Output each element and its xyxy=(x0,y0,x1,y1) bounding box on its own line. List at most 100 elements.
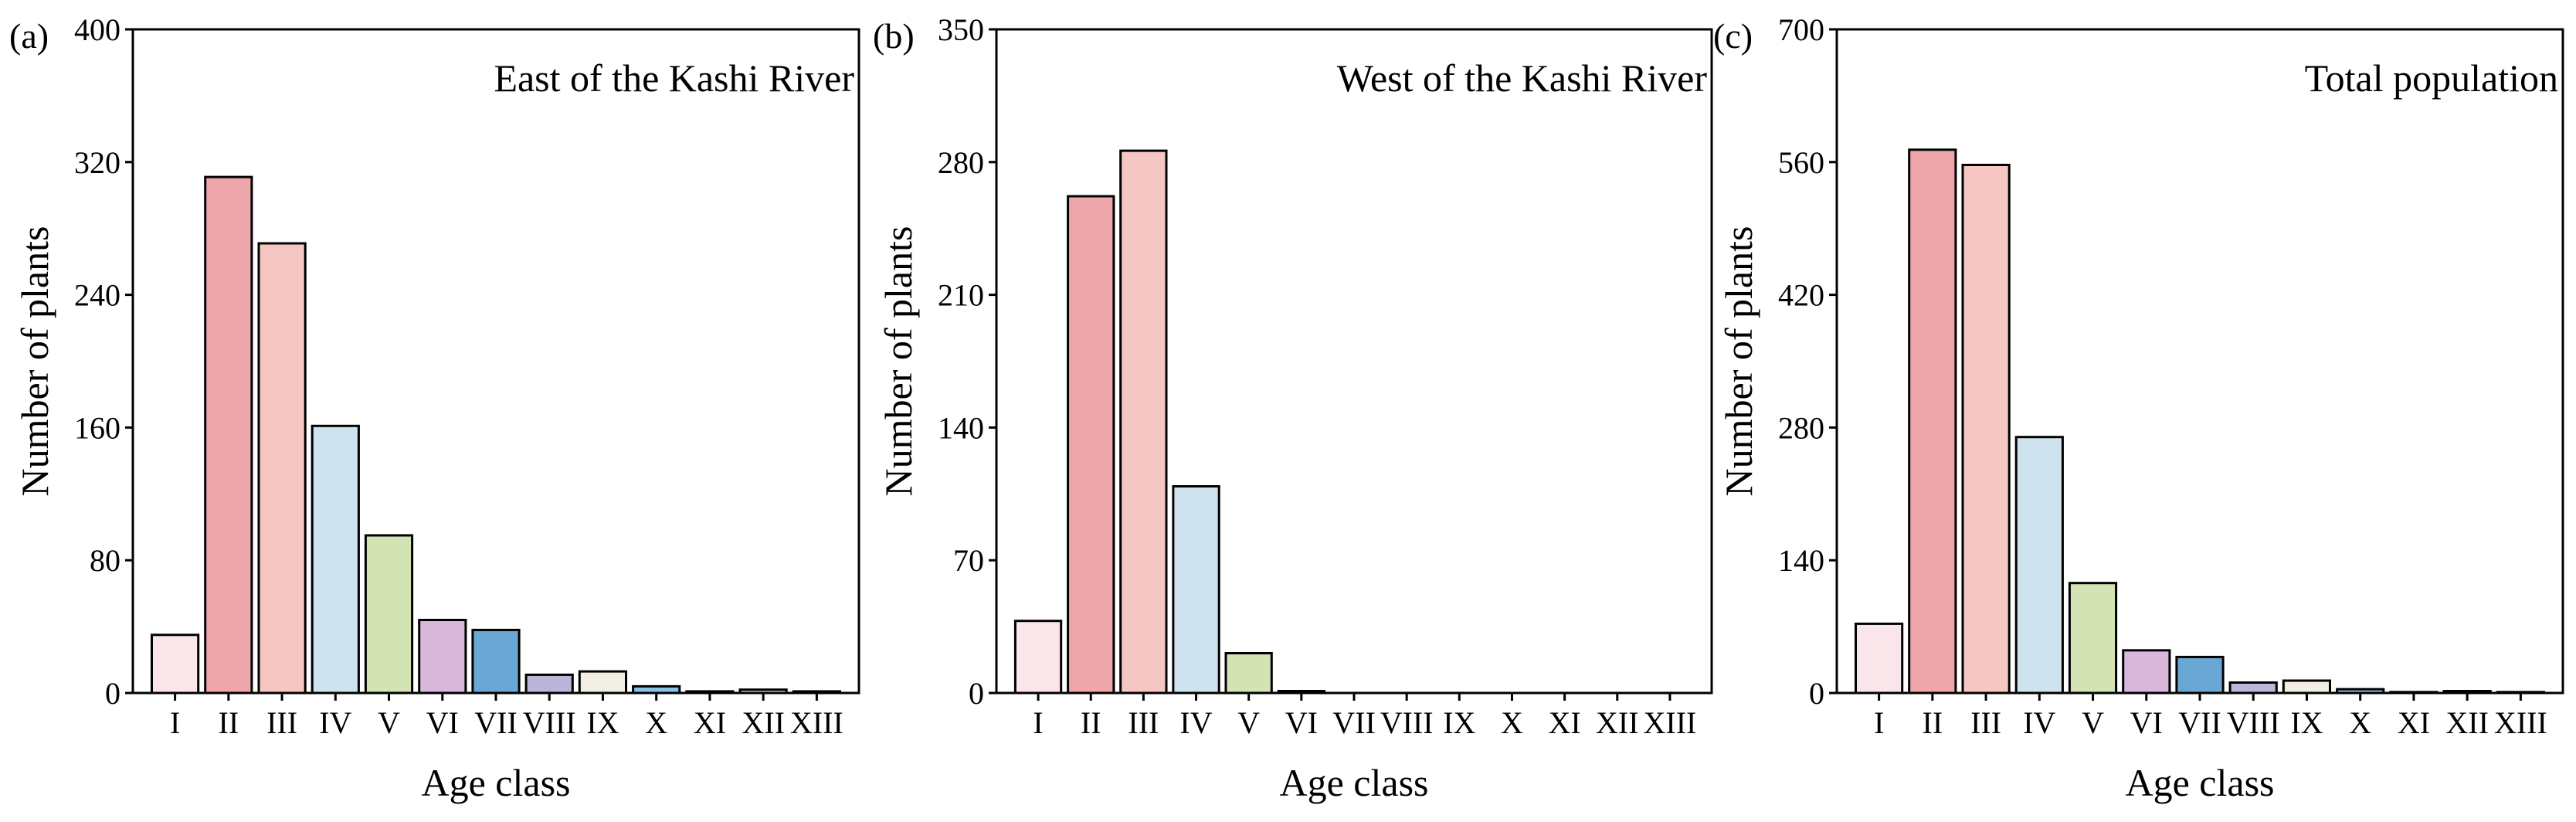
bar-ii xyxy=(204,175,253,695)
x-tick-label: XII xyxy=(2445,705,2489,740)
x-tick-label: XII xyxy=(742,705,785,740)
y-tick-label: 0 xyxy=(969,676,984,711)
x-tick-label: X xyxy=(1501,705,1523,740)
x-tick-label: XII xyxy=(1596,705,1639,740)
y-tick-label: 80 xyxy=(90,543,120,578)
panel-title: East of the Kashi River xyxy=(494,56,854,100)
x-tick-label: VII xyxy=(2178,705,2221,740)
y-axis-label: Number of plants xyxy=(877,226,920,497)
panel-title: Total population xyxy=(2305,56,2558,100)
x-tick-label: II xyxy=(1081,705,1101,740)
x-tick-label: III xyxy=(266,705,297,740)
x-tick-label: V xyxy=(2082,705,2104,740)
bar-iv xyxy=(1172,485,1220,695)
panel-title: West of the Kashi River xyxy=(1337,56,1708,100)
x-tick-label: I xyxy=(170,705,180,740)
x-tick-label: IV xyxy=(2023,705,2055,740)
panel-label: (a) xyxy=(9,16,49,56)
y-tick-label: 70 xyxy=(953,543,984,578)
x-tick-label: VI xyxy=(1285,705,1318,740)
bar-viii xyxy=(524,673,574,695)
x-tick-label: II xyxy=(219,705,239,740)
x-tick-label: IX xyxy=(2290,705,2323,740)
x-tick-label: IX xyxy=(1443,705,1475,740)
bar-v xyxy=(1224,652,1273,695)
y-tick-label: 140 xyxy=(938,410,984,445)
y-axis-label: Number of plants xyxy=(1717,226,1760,497)
y-tick-label: 280 xyxy=(1778,410,1824,445)
y-tick-label: 280 xyxy=(938,145,984,180)
x-axis-label: Age class xyxy=(1280,761,1429,804)
bar-v xyxy=(364,534,414,695)
x-tick-label: V xyxy=(378,705,400,740)
x-tick-label: VII xyxy=(1332,705,1376,740)
x-tick-label: VIII xyxy=(1380,705,1434,740)
x-tick-label: XI xyxy=(694,705,726,740)
x-tick-label: II xyxy=(1923,705,1943,740)
x-tick-label: III xyxy=(1128,705,1159,740)
plot-frame xyxy=(995,28,1713,695)
bar-ix xyxy=(578,670,627,695)
y-tick-label: 560 xyxy=(1778,145,1824,180)
x-tick-label: IV xyxy=(319,705,351,740)
plot-frame xyxy=(131,28,860,695)
bar-ii xyxy=(1067,195,1115,695)
bar-ii xyxy=(1908,148,1957,695)
x-tick-label: XI xyxy=(1549,705,1581,740)
y-tick-label: 0 xyxy=(105,676,120,711)
x-tick-label: X xyxy=(645,705,667,740)
x-tick-label: IV xyxy=(1179,705,1212,740)
bar-i xyxy=(1855,622,1904,695)
x-tick-label: I xyxy=(1033,705,1043,740)
plot-frame xyxy=(1835,28,2564,695)
chart-panel-3: I II III IV V VI VII VIII IX X XI XII XIII0140280420… xyxy=(1713,12,2564,804)
x-axis-label: Age class xyxy=(2126,761,2275,804)
bar-vi xyxy=(418,619,467,695)
bar-viii xyxy=(2228,681,2278,695)
chart-panel-1: I II III IV V VI VII VIII IX X XI XII XIII0801602403… xyxy=(9,12,860,804)
chart-panel-2: I II III IV V VI VII VIII IX X XI XII XIII0701402102… xyxy=(873,12,1713,804)
panel-label: (c) xyxy=(1713,16,1753,56)
bar-vii xyxy=(471,628,521,695)
x-tick-label: VIII xyxy=(2227,705,2280,740)
x-axis-label: Age class xyxy=(422,761,571,804)
bar-iii xyxy=(1119,149,1168,695)
y-tick-label: 420 xyxy=(1778,278,1824,313)
y-tick-label: 0 xyxy=(1809,676,1824,711)
y-tick-label: 140 xyxy=(1778,543,1824,578)
x-tick-label: XIII xyxy=(2494,705,2547,740)
y-tick-label: 320 xyxy=(74,145,120,180)
panel-label: (b) xyxy=(873,16,915,56)
bar-vii xyxy=(2175,655,2225,695)
y-tick-label: 400 xyxy=(74,12,120,47)
bar-v xyxy=(2068,582,2118,695)
bar-i xyxy=(151,633,200,695)
y-axis-label: Number of plants xyxy=(13,226,56,497)
x-tick-label: V xyxy=(1237,705,1260,740)
y-tick-label: 240 xyxy=(74,278,120,313)
bar-ix xyxy=(2282,679,2332,695)
bar-vi xyxy=(2122,649,2171,695)
x-tick-label: XI xyxy=(2398,705,2430,740)
x-tick-label: VI xyxy=(426,705,459,740)
x-tick-label: VIII xyxy=(523,705,576,740)
x-tick-label: XIII xyxy=(1643,705,1696,740)
bar-iii xyxy=(257,242,307,695)
x-tick-label: I xyxy=(1874,705,1884,740)
bar-i xyxy=(1013,620,1063,695)
x-tick-label: VII xyxy=(474,705,518,740)
y-tick-label: 700 xyxy=(1778,12,1824,47)
y-tick-label: 210 xyxy=(938,278,984,313)
bar-iv xyxy=(311,424,360,695)
x-tick-label: X xyxy=(2349,705,2371,740)
bar-iv xyxy=(2014,436,2064,695)
y-tick-label: 350 xyxy=(938,12,984,47)
y-tick-label: 160 xyxy=(74,410,120,445)
x-tick-label: III xyxy=(1970,705,2001,740)
x-tick-label: XIII xyxy=(790,705,843,740)
bar-iii xyxy=(1961,164,2011,695)
x-tick-label: VI xyxy=(2130,705,2163,740)
x-tick-label: IX xyxy=(586,705,619,740)
